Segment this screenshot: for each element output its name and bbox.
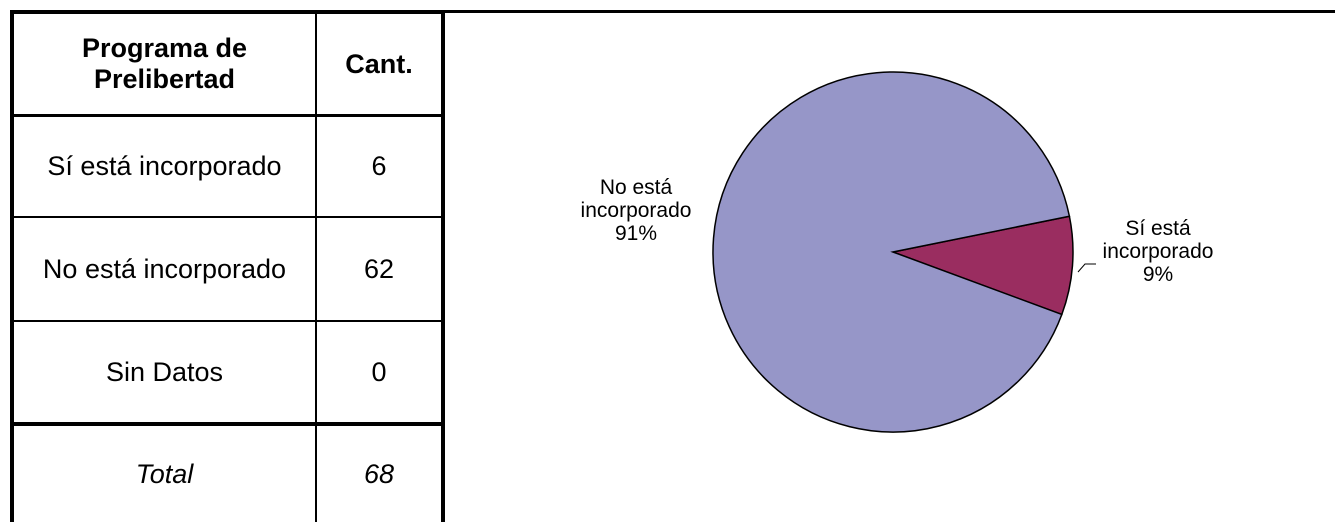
- header-count-cell: Cant.: [345, 48, 413, 79]
- pie-chart: Sí está incorporado 9%No está incorporado 91…: [443, 10, 1335, 522]
- header-program-cell: Programa de Prelibertad: [14, 14, 315, 114]
- panel-left-border: [443, 10, 445, 522]
- table-border-right: [441, 10, 444, 522]
- chart-panel: Sí está incorporado 9% No está incorporado 91…: [443, 10, 1335, 522]
- header-program-line-2: Prelibertad: [93, 64, 236, 94]
- total-value: 68: [363, 458, 395, 489]
- table-total-rule: [10, 422, 443, 426]
- row-label-si: Sí está incorporado: [47, 151, 282, 181]
- row-label-sin-datos: Sin Datos: [105, 356, 224, 387]
- row-value-si: 6: [371, 151, 387, 181]
- table-row-rule: [10, 216, 443, 218]
- table-border-left: [10, 10, 14, 522]
- pie-slice-no-incorporado: [712, 71, 1071, 433]
- row-label-no: No está incorporado: [42, 253, 287, 284]
- header-program-line-1: Programa de: [81, 33, 248, 63]
- slice-label-si-incorporado: Sí está incorporado 9%: [1103, 217, 1214, 286]
- row-value-sin-datos: 0: [371, 356, 387, 387]
- slice-label-line: No está: [600, 176, 673, 199]
- table-divider-column: [315, 10, 317, 522]
- slice-label-no-incorporado: No está incorporado 91%: [581, 176, 692, 245]
- table-border-top: [10, 10, 443, 14]
- pie-slice-si-incorporado: [890, 215, 1074, 316]
- table-row-rule: [10, 320, 443, 322]
- table-header-rule: [10, 114, 443, 117]
- panel-top-border: [443, 10, 1335, 13]
- slice-label-line: incorporado: [1103, 240, 1214, 263]
- slice-label-line: 9%: [1143, 263, 1173, 286]
- slice-label-line: 91%: [615, 222, 657, 245]
- slice-label-line: incorporado: [581, 199, 692, 222]
- slice-label-leader-line: [1077, 263, 1096, 273]
- data-table: Programa de Prelibertad Cant. Sí está in…: [10, 10, 444, 522]
- total-label: Total: [135, 458, 194, 489]
- row-value-no: 62: [363, 253, 395, 284]
- slice-label-line: Sí está: [1125, 217, 1191, 240]
